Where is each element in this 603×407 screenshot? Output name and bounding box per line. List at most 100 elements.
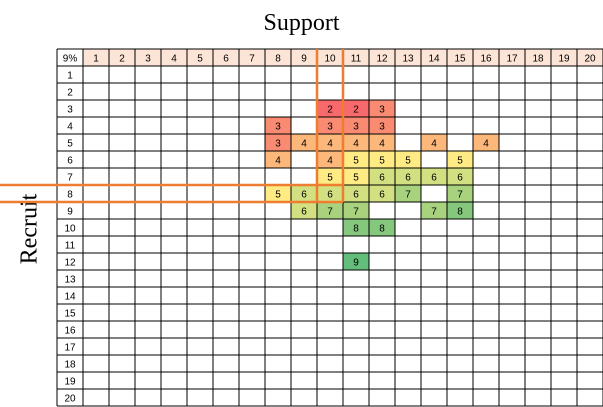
x-tick-label: 10 xyxy=(324,54,336,65)
cell-value-label: 3 xyxy=(275,139,281,150)
heatmap-cell xyxy=(369,117,395,134)
heatmap-cell xyxy=(395,151,421,168)
cell-value-label: 2 xyxy=(353,105,359,116)
y-tick-label: 11 xyxy=(65,241,76,252)
cell-value-label: 7 xyxy=(327,207,333,218)
y-tick-label: 3 xyxy=(67,105,73,116)
x-tick-label: 20 xyxy=(584,54,596,65)
cell-value-label: 6 xyxy=(353,190,359,201)
x-axis-title: Support xyxy=(263,10,340,36)
heatmap-cell xyxy=(343,100,369,117)
heatmap-cell xyxy=(317,100,343,117)
x-tick-label: 8 xyxy=(275,54,281,65)
cell-value-label: 6 xyxy=(431,173,437,184)
cell-value-label: 3 xyxy=(379,122,385,133)
cell-value-label: 8 xyxy=(379,224,385,235)
cell-value-label: 4 xyxy=(301,139,307,150)
heatmap-cell xyxy=(317,117,343,134)
y-tick-label: 14 xyxy=(64,292,76,303)
x-tick-label: 2 xyxy=(119,54,125,65)
x-tick-label: 19 xyxy=(558,54,570,65)
cell-value-label: 5 xyxy=(457,156,463,167)
y-tick-label: 20 xyxy=(64,394,76,405)
heatmap-cell xyxy=(265,117,291,134)
cell-value-label: 7 xyxy=(353,207,359,218)
cell-value-label: 4 xyxy=(483,139,489,150)
cell-value-label: 7 xyxy=(431,207,437,218)
cell-value-label: 8 xyxy=(353,224,359,235)
x-tick-label: 16 xyxy=(480,54,492,65)
cell-value-label: 4 xyxy=(353,139,359,150)
heatmap-cell xyxy=(395,185,421,202)
cell-value-label: 8 xyxy=(457,207,463,218)
heatmap-cell xyxy=(343,134,369,151)
y-tick-label: 4 xyxy=(67,122,73,133)
heatmap-cell xyxy=(369,100,395,117)
heatmap-cell xyxy=(421,202,447,219)
heatmap-cell xyxy=(291,202,317,219)
y-tick-label: 10 xyxy=(64,224,76,235)
heatmap-cell xyxy=(395,168,421,185)
y-tick-label: 5 xyxy=(67,139,73,150)
x-tick-label: 18 xyxy=(532,54,544,65)
heatmap-cell xyxy=(447,185,473,202)
heatmap-cell xyxy=(369,134,395,151)
y-tick-label: 19 xyxy=(64,377,76,388)
y-tick-label: 8 xyxy=(67,190,73,201)
heatmap-cell xyxy=(369,185,395,202)
heatmap-cell xyxy=(447,151,473,168)
heatmap-cell xyxy=(343,117,369,134)
y-tick-label: 2 xyxy=(67,88,73,99)
heatmap-cell xyxy=(369,219,395,236)
cell-value-label: 4 xyxy=(275,156,281,167)
heatmap-cell xyxy=(369,168,395,185)
x-tick-label: 1 xyxy=(93,54,99,65)
y-tick-label: 9 xyxy=(67,207,73,218)
y-tick-label: 6 xyxy=(67,156,73,167)
x-tick-label: 17 xyxy=(506,54,518,65)
x-tick-label: 9 xyxy=(301,54,307,65)
heatmap-cell xyxy=(291,185,317,202)
heatmap-cell xyxy=(291,134,317,151)
x-tick-label: 11 xyxy=(351,54,362,65)
heatmap-cell xyxy=(265,151,291,168)
cell-value-label: 7 xyxy=(457,190,463,201)
cell-value-label: 5 xyxy=(379,156,385,167)
cell-value-label: 6 xyxy=(301,190,307,201)
cell-value-label: 4 xyxy=(327,156,333,167)
heatmap-cell xyxy=(317,168,343,185)
heatmap-cell xyxy=(343,185,369,202)
corner-label: 9% xyxy=(63,54,78,65)
y-tick-label: 15 xyxy=(64,309,76,320)
cell-value-label: 3 xyxy=(353,122,359,133)
heatmap-cell xyxy=(317,134,343,151)
x-tick-label: 12 xyxy=(376,54,388,65)
heatmap-cell xyxy=(421,134,447,151)
cell-value-label: 5 xyxy=(275,190,281,201)
heatmap-cell xyxy=(343,219,369,236)
heatmap-cell xyxy=(265,134,291,151)
cell-value-label: 5 xyxy=(327,173,333,184)
y-tick-label: 16 xyxy=(64,326,76,337)
heatmap-cell xyxy=(317,202,343,219)
y-tick-label: 17 xyxy=(64,343,76,354)
cell-value-label: 6 xyxy=(457,173,463,184)
heatmap-cell xyxy=(343,168,369,185)
x-tick-label: 3 xyxy=(145,54,151,65)
heatmap-cell xyxy=(265,185,291,202)
x-tick-label: 6 xyxy=(223,54,229,65)
x-tick-label: 5 xyxy=(197,54,203,65)
x-tick-label: 14 xyxy=(428,54,440,65)
y-tick-label: 7 xyxy=(67,173,73,184)
cell-value-label: 5 xyxy=(353,156,359,167)
cell-value-label: 4 xyxy=(379,139,385,150)
cell-value-label: 3 xyxy=(327,122,333,133)
cell-value-label: 5 xyxy=(405,156,411,167)
y-tick-label: 13 xyxy=(64,275,76,286)
heatmap-cell xyxy=(447,168,473,185)
cell-value-label: 5 xyxy=(353,173,359,184)
heatmap-cell xyxy=(473,134,499,151)
cell-value-label: 6 xyxy=(301,207,307,218)
heatmap-cell xyxy=(317,151,343,168)
